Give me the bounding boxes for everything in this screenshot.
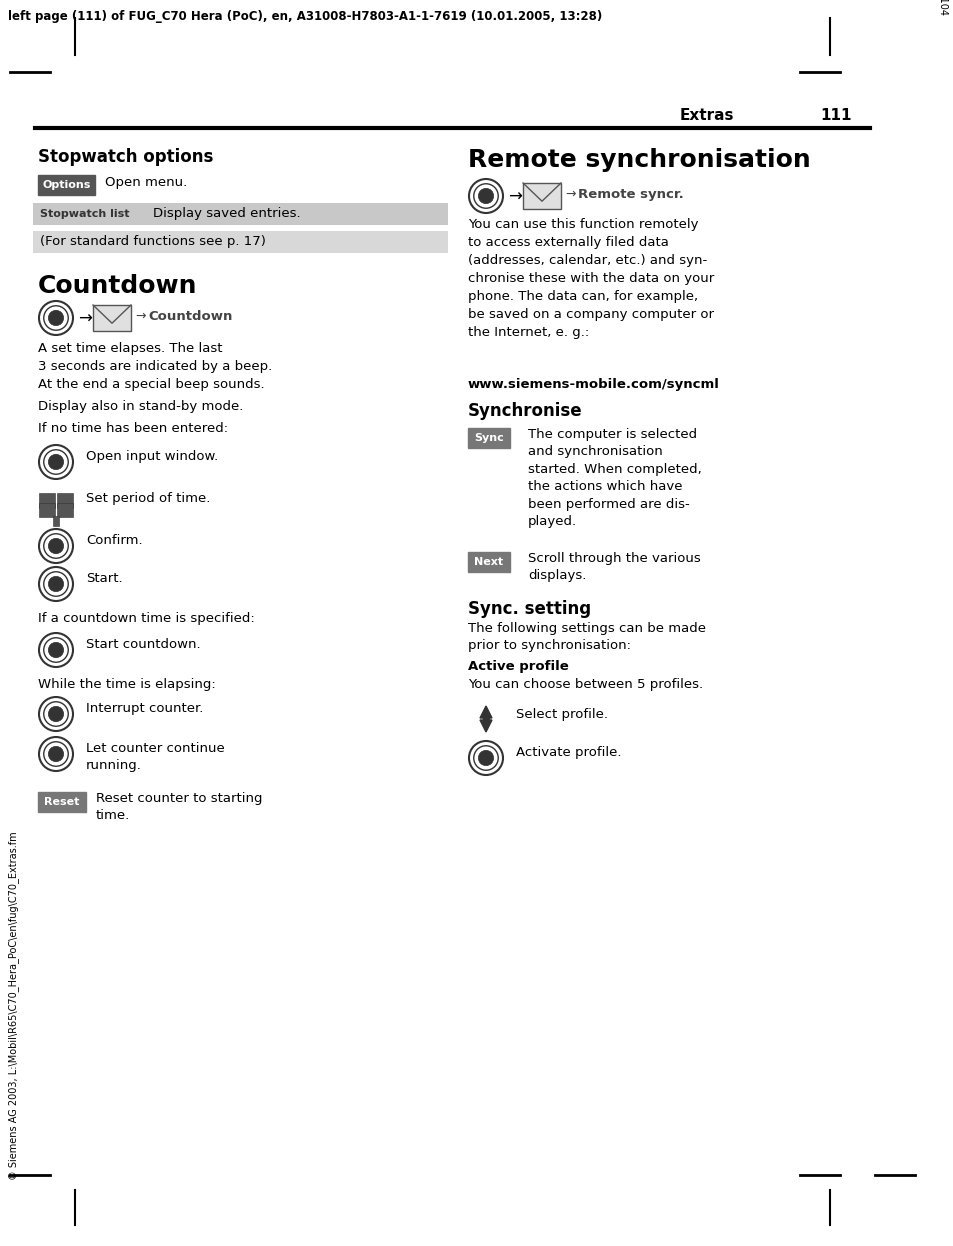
- Text: A set time elapses. The last
3 seconds are indicated by a beep.
At the end a spe: A set time elapses. The last 3 seconds a…: [38, 341, 272, 391]
- Text: If no time has been entered:: If no time has been entered:: [38, 422, 228, 435]
- Text: www.siemens-mobile.com/syncml: www.siemens-mobile.com/syncml: [468, 378, 720, 391]
- Text: Open menu.: Open menu.: [105, 176, 187, 189]
- Text: Options: Options: [42, 179, 91, 189]
- Text: The computer is selected
and synchronisation
started. When completed,
the action: The computer is selected and synchronisa…: [527, 427, 701, 528]
- Circle shape: [477, 750, 493, 765]
- Text: Scroll through the various
displays.: Scroll through the various displays.: [527, 552, 700, 582]
- Circle shape: [477, 188, 493, 203]
- Text: Stopwatch options: Stopwatch options: [38, 148, 213, 166]
- Text: →: →: [78, 310, 91, 328]
- Text: Remote synchronisation: Remote synchronisation: [468, 148, 810, 172]
- Text: Start countdown.: Start countdown.: [86, 638, 200, 650]
- Text: Confirm.: Confirm.: [86, 535, 143, 547]
- Text: Next: Next: [474, 557, 503, 567]
- Bar: [33, 231, 448, 253]
- Text: Display saved entries.: Display saved entries.: [152, 208, 300, 221]
- Text: Stopwatch list: Stopwatch list: [40, 209, 130, 219]
- Bar: [38, 174, 95, 196]
- Circle shape: [49, 746, 64, 761]
- Text: Set period of time.: Set period of time.: [86, 492, 211, 505]
- Bar: [39, 493, 55, 507]
- Bar: [468, 427, 510, 449]
- Text: →: →: [507, 188, 521, 206]
- Text: Sync. setting: Sync. setting: [468, 601, 591, 618]
- Circle shape: [49, 706, 64, 721]
- Text: →: →: [135, 310, 146, 323]
- Circle shape: [49, 643, 64, 658]
- Polygon shape: [479, 720, 492, 731]
- Circle shape: [49, 455, 64, 470]
- Text: Display also in stand-by mode.: Display also in stand-by mode.: [38, 400, 243, 412]
- Text: →: →: [564, 188, 575, 201]
- Bar: [52, 516, 59, 527]
- Text: Extras: Extras: [679, 108, 734, 123]
- Polygon shape: [482, 718, 489, 720]
- Text: left page (111) of FUG_C70 Hera (PoC), en, A31008-H7803-A1-1-7619 (10.01.2005, 1: left page (111) of FUG_C70 Hera (PoC), e…: [8, 10, 601, 22]
- Text: Reset: Reset: [44, 797, 80, 807]
- Text: If a countdown time is specified:: If a countdown time is specified:: [38, 612, 254, 625]
- Text: The following settings can be made
prior to synchronisation:: The following settings can be made prior…: [468, 622, 705, 653]
- Bar: [522, 183, 560, 209]
- Bar: [57, 503, 72, 517]
- Polygon shape: [479, 706, 492, 718]
- Text: Countdown: Countdown: [148, 310, 233, 323]
- Text: Countdown: Countdown: [38, 274, 197, 298]
- Bar: [57, 493, 72, 507]
- Text: Reset counter to starting
time.: Reset counter to starting time.: [96, 792, 262, 822]
- Text: Remote syncr.: Remote syncr.: [578, 188, 683, 201]
- Text: Synchronise: Synchronise: [468, 402, 582, 420]
- Text: Start.: Start.: [86, 572, 123, 586]
- Bar: [92, 305, 131, 331]
- Text: © Siemens AG 2003, L:\Mobil\R65\C70_Hera_PoC\en\fug\C70_Extras.fm: © Siemens AG 2003, L:\Mobil\R65\C70_Hera…: [8, 831, 19, 1180]
- Bar: [38, 792, 86, 812]
- Text: Active profile: Active profile: [468, 660, 568, 673]
- Text: Interrupt counter.: Interrupt counter.: [86, 701, 203, 715]
- Text: While the time is elapsing:: While the time is elapsing:: [38, 678, 215, 692]
- Text: You can choose between 5 profiles.: You can choose between 5 profiles.: [468, 678, 702, 692]
- Text: Activate profile.: Activate profile.: [516, 746, 620, 759]
- Text: VAR Language: en; VAR issue date: 041104: VAR Language: en; VAR issue date: 041104: [937, 0, 947, 15]
- Text: Let counter continue
running.: Let counter continue running.: [86, 743, 225, 773]
- Text: Sync: Sync: [474, 434, 503, 444]
- Text: (For standard functions see p. 17): (For standard functions see p. 17): [40, 235, 266, 248]
- Circle shape: [49, 577, 64, 592]
- Bar: [33, 203, 448, 226]
- Circle shape: [49, 310, 64, 325]
- Text: You can use this function remotely
to access externally filed data
(addresses, c: You can use this function remotely to ac…: [468, 218, 714, 339]
- Text: 111: 111: [820, 108, 851, 123]
- Bar: [39, 503, 55, 517]
- Text: Open input window.: Open input window.: [86, 450, 218, 464]
- Bar: [468, 552, 510, 572]
- Text: Select profile.: Select profile.: [516, 708, 607, 721]
- Circle shape: [49, 538, 64, 553]
